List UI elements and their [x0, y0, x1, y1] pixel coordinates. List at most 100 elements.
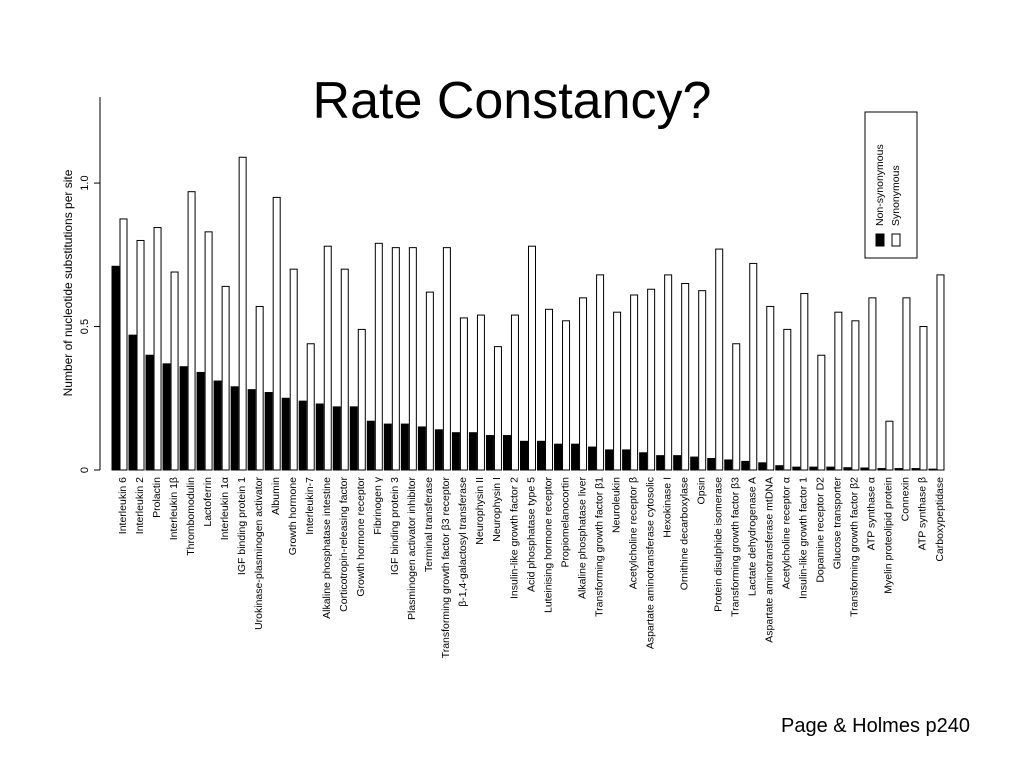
x-tick-label: Terminal transferase — [423, 477, 435, 572]
bar — [851, 320, 860, 471]
x-tick-label: Myelin proteolipid protein — [883, 477, 895, 594]
bar — [715, 248, 724, 471]
bar — [289, 268, 298, 471]
bar — [681, 283, 690, 471]
bar — [664, 274, 673, 471]
bar — [817, 354, 826, 471]
legend-box — [864, 111, 918, 259]
x-tick-label: Protein disulphide isomerase — [712, 477, 724, 612]
x-tick-label: Neurophysin II — [474, 477, 486, 545]
bar — [537, 440, 546, 471]
x-tick-label: Opsin — [695, 477, 707, 505]
bar — [366, 420, 375, 471]
bar — [630, 294, 639, 471]
x-tick-label: Fibrinogen γ — [372, 476, 384, 535]
x-tick-label: Carboxypeptidase — [934, 477, 946, 562]
bar — [826, 466, 835, 471]
bar — [656, 455, 665, 471]
x-tick-label: Insulin-like growth factor 1 — [798, 477, 810, 599]
x-tick-label: Growth hormone receptor — [355, 476, 367, 596]
x-tick-label: ATP synthase α — [866, 477, 878, 550]
x-tick-label: Transforming growth factor β1 — [593, 477, 605, 617]
bar — [936, 274, 945, 471]
x-tick-label: Aspartate aminotransferase cytosolic — [644, 477, 656, 649]
bar — [264, 392, 273, 471]
bar — [425, 291, 434, 471]
bar — [332, 406, 341, 471]
bar — [349, 406, 358, 471]
bar — [298, 400, 307, 471]
caption: Page & Holmes p240 — [781, 715, 970, 737]
x-tick-label: Alkaline phosphatase intestine — [321, 477, 333, 619]
bar — [196, 371, 205, 471]
legend-swatch — [875, 233, 885, 247]
bar — [468, 432, 477, 471]
x-tick-label: β-1,4-galactosyl transferase — [457, 477, 469, 607]
x-tick-label: Acetylcholine receptor α — [781, 477, 793, 589]
bar — [340, 268, 349, 471]
bar — [527, 245, 536, 471]
x-tick-label: Aspartate aminotransferase mtDNA — [764, 477, 776, 643]
x-tick-label: Interleukin 2 — [134, 477, 146, 534]
bar — [306, 343, 315, 471]
bar — [485, 435, 494, 471]
bar — [579, 297, 588, 471]
x-tick-label: Connexin — [900, 477, 912, 522]
x-tick-label: Thrombomodulin — [185, 477, 197, 556]
bar — [749, 262, 758, 471]
bar — [179, 366, 188, 471]
slide-title: Rate Constancy? — [313, 72, 712, 130]
bar — [128, 334, 137, 471]
bar — [919, 326, 928, 471]
bar — [459, 317, 468, 471]
x-tick-label: Urokinase-plasminogen activator — [253, 476, 265, 629]
bar — [170, 271, 179, 471]
bar — [622, 449, 631, 471]
x-tick-label: Growth hormone — [287, 477, 299, 555]
bar — [596, 274, 605, 471]
x-tick-label: Neurophysin I — [491, 477, 503, 542]
bar — [111, 265, 120, 471]
y-tick-label: 0 — [79, 467, 91, 473]
bar — [690, 456, 699, 471]
x-tick-label: Ornithine decarboxylase — [678, 477, 690, 590]
bar — [315, 403, 324, 471]
bar — [476, 314, 485, 471]
bar — [758, 462, 767, 471]
bar — [783, 328, 792, 471]
x-tick-label: Corticotropin-releasing factor — [338, 477, 350, 612]
x-tick-label: Hexokinase I — [661, 477, 673, 538]
bar — [792, 466, 801, 471]
bar — [136, 239, 145, 471]
bar — [502, 435, 511, 471]
bar — [272, 196, 281, 471]
x-tick-label: Transforming growth factor β2 — [849, 477, 861, 617]
bar — [281, 397, 290, 471]
bar — [383, 423, 392, 471]
x-tick-label: Glucose transporter — [832, 477, 844, 570]
bar — [834, 311, 843, 471]
bar — [605, 449, 614, 471]
bar — [554, 443, 563, 471]
bar — [451, 432, 460, 471]
bar — [162, 363, 171, 471]
bar — [885, 420, 894, 471]
bar — [647, 288, 656, 471]
x-tick-label: Transforming growth factor β3 — [730, 477, 742, 617]
x-tick-label: Transforming growth factor β3 receptor — [440, 477, 452, 659]
bar — [928, 468, 937, 471]
x-tick-label: Interleukin 6 — [117, 477, 129, 534]
y-tick-label: 1.0 — [79, 175, 91, 190]
bar — [843, 467, 852, 471]
bar — [809, 466, 818, 471]
bar — [119, 218, 128, 471]
bar — [902, 297, 911, 471]
x-tick-label: Propiomelanocortin — [559, 477, 571, 568]
bar — [213, 380, 222, 471]
y-tick-label: 0.5 — [79, 319, 91, 334]
bar — [766, 305, 775, 471]
x-tick-label: Interleukin 1β — [168, 477, 180, 540]
x-tick-label: IGF binding protein 1 — [236, 477, 248, 575]
bar — [860, 467, 869, 471]
